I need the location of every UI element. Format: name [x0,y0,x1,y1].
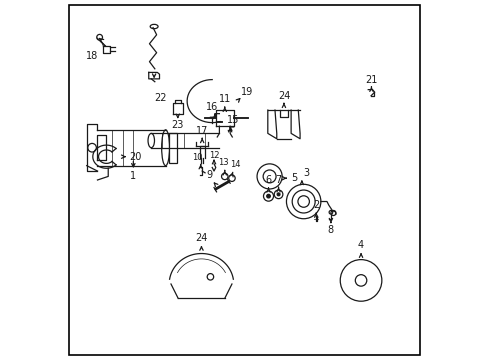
Text: 2: 2 [312,201,319,211]
Text: 10: 10 [191,153,202,162]
Text: 4: 4 [357,240,364,250]
Text: 5: 5 [290,173,297,183]
Text: 18: 18 [86,51,98,61]
Text: 3: 3 [303,168,309,178]
Text: 1: 1 [130,171,136,181]
Text: 11: 11 [218,94,230,104]
Text: 17: 17 [196,126,208,135]
Text: 22: 22 [154,93,166,103]
Text: 6: 6 [265,175,271,185]
Text: 21: 21 [365,75,377,85]
Text: 7: 7 [275,175,281,185]
Circle shape [266,194,270,198]
Text: 24: 24 [277,91,289,101]
Text: 20: 20 [129,152,141,162]
Text: 12: 12 [208,151,219,160]
Circle shape [277,193,280,196]
Text: 15: 15 [226,115,238,125]
Text: 9: 9 [206,170,212,180]
Text: 14: 14 [230,160,240,169]
Text: 8: 8 [327,225,333,235]
Text: 24: 24 [195,233,207,243]
Text: 23: 23 [171,121,183,130]
Text: 19: 19 [241,87,253,97]
Text: 13: 13 [217,158,228,167]
FancyBboxPatch shape [168,133,176,163]
Text: 16: 16 [205,102,218,112]
